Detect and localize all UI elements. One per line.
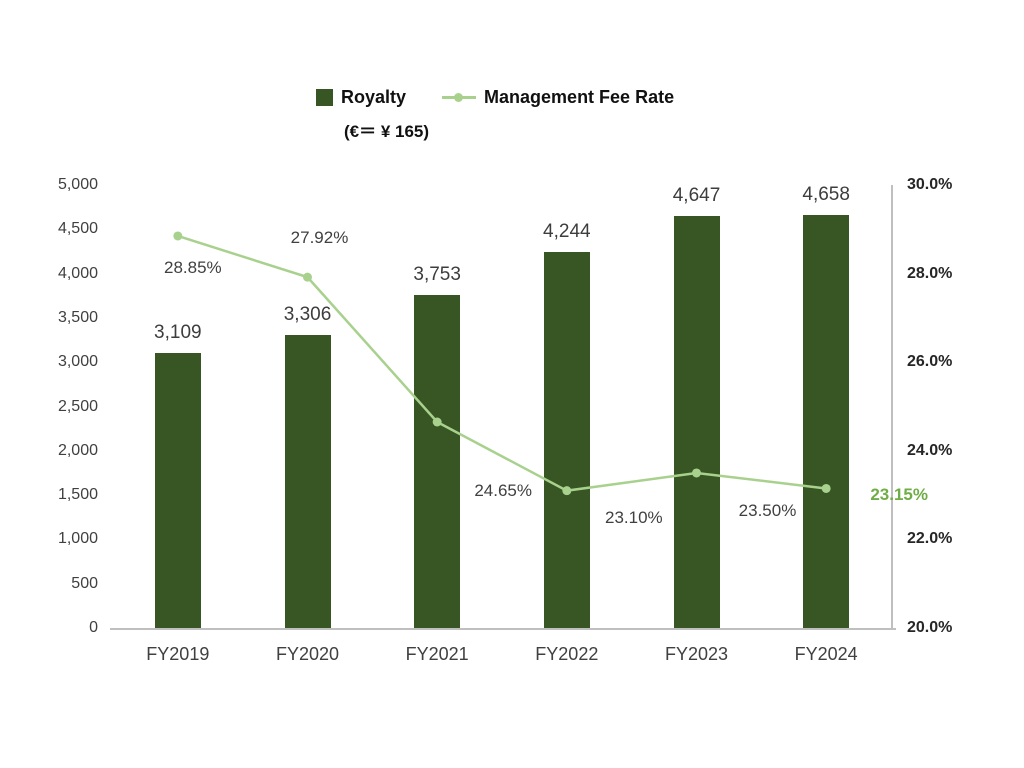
left-axis-tick-label: 1,000 [57, 530, 98, 548]
right-axis-tick-label: 30.0% [907, 176, 953, 193]
royalty-bar-value: 3,109 [154, 321, 202, 343]
left-axis-tick-label: 2,000 [57, 441, 98, 459]
royalty-bar [414, 295, 461, 628]
left-axis-tick-label: 0 [89, 619, 98, 636]
legend-label-royalty: Royalty [341, 87, 407, 107]
royalty-bar-value: 3,306 [283, 304, 332, 326]
legend-label-fee-rate: Management Fee Rate [484, 87, 675, 107]
fee-rate-point-marker [173, 231, 183, 241]
fee-rate-point-label: 27.92% [290, 228, 349, 248]
left-axis-tick-label: 3,000 [57, 353, 98, 371]
royalty-bar [803, 215, 850, 628]
fee-rate-dot-icon [454, 92, 464, 102]
royalty-bar [154, 352, 201, 628]
right-y-axis-line [891, 185, 893, 628]
fee-rate-line-marker-icon [442, 92, 477, 102]
exchange-rate-note: (€＝ ¥ 165) [344, 122, 430, 141]
royalty-bar-value: 4,647 [672, 185, 721, 207]
category-label: FY2021 [405, 644, 469, 664]
right-axis-tick-label: 28.0% [907, 264, 953, 282]
fee-rate-point-label: 23.50% [738, 500, 797, 520]
left-axis-tick-label: 1,500 [57, 486, 98, 504]
x-axis-line [110, 628, 896, 630]
right-axis-tick-label: 26.0% [907, 353, 953, 371]
fee-rate-point-marker [303, 272, 312, 282]
left-axis-tick-label: 4,000 [57, 264, 98, 282]
fee-rate-point-label: 23.15% [870, 485, 928, 505]
left-axis-tick-label: 3,500 [57, 308, 98, 326]
royalty-bar [543, 251, 590, 628]
category-label: FY2022 [535, 644, 599, 664]
legend-item-royalty: Royalty [316, 86, 406, 108]
category-label: FY2019 [146, 644, 210, 664]
royalty-swatch-icon [316, 88, 333, 106]
category-label: FY2024 [794, 644, 858, 664]
royalty-bar [673, 216, 720, 628]
category-label: FY2020 [275, 644, 340, 664]
left-axis-tick-label: 4,500 [57, 220, 98, 238]
fee-rate-point-label: 24.65% [474, 481, 532, 500]
legend: Royalty Management Fee Rate [316, 86, 674, 108]
left-axis-tick-label: 500 [71, 574, 98, 592]
fee-rate-point-label: 28.85% [163, 257, 222, 277]
right-axis-tick-label: 24.0% [907, 441, 953, 459]
royalty-bar [284, 335, 331, 628]
left-axis-tick-label: 2,500 [57, 397, 98, 415]
fee-rate-point-label: 23.10% [604, 507, 663, 527]
right-axis-tick-label: 20.0% [907, 619, 953, 636]
royalty-bar-value: 3,753 [413, 264, 461, 286]
left-axis-tick-label: 5,000 [57, 176, 98, 193]
legend-item-fee-rate: Management Fee Rate [442, 86, 674, 108]
category-label: FY2023 [664, 644, 729, 664]
royalty-bar-value: 4,658 [802, 184, 850, 206]
right-axis-tick-label: 22.0% [907, 530, 953, 548]
royalty-bar-value: 4,244 [543, 220, 591, 242]
